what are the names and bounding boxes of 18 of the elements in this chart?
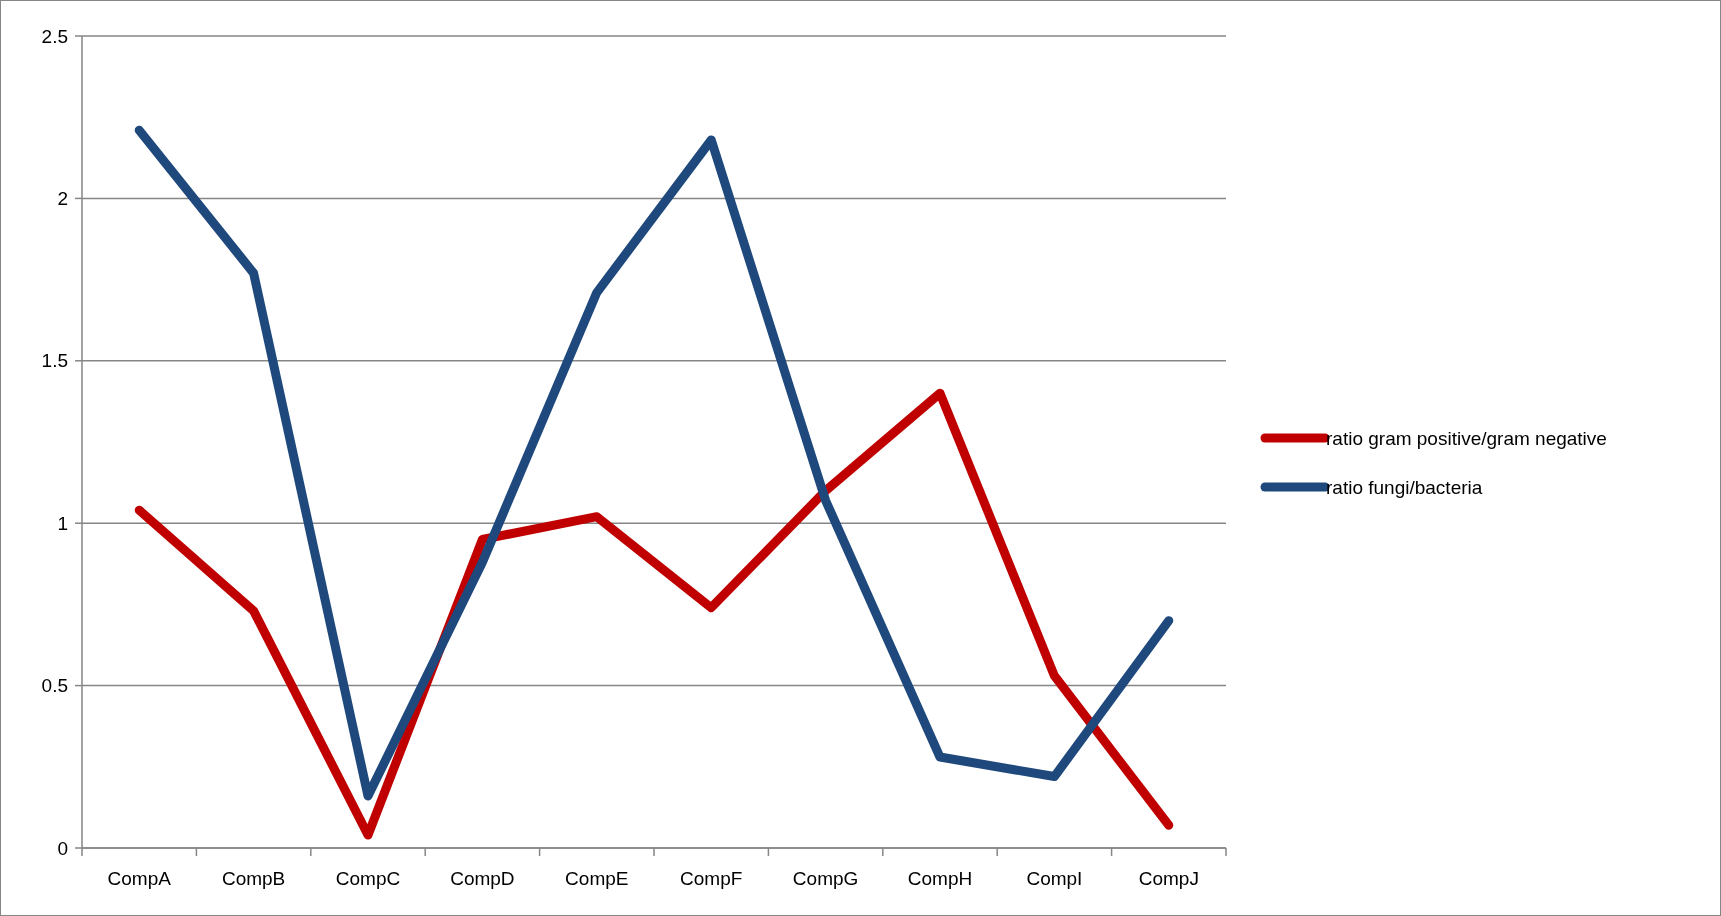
x-tick-label: CompI [1026,868,1083,889]
y-tick-label: 0.5 [41,675,68,697]
x-tick-label: CompB [221,868,286,889]
x-tick-label: CompD [450,868,515,889]
legend-label: ratio fungi/bacteria [1326,476,1483,498]
x-tick-label: CompC [335,868,401,889]
x-tick-label: CompH [907,868,973,889]
y-tick-label: 1.5 [41,350,68,372]
x-tick-label: CompJ [1138,868,1199,889]
y-tick-label: 1 [57,512,68,534]
x-tick-label: CompE [565,868,629,889]
y-tick-label: 2 [57,188,68,210]
x-tick-label: CompG [792,868,859,889]
x-tick-label: CompF [680,868,743,889]
x-tick-label: CompA [107,868,172,889]
legend-label: ratio gram positive/gram negative [1326,427,1607,449]
y-tick-label: 2.5 [41,25,68,47]
y-tick-label: 0 [57,837,68,859]
